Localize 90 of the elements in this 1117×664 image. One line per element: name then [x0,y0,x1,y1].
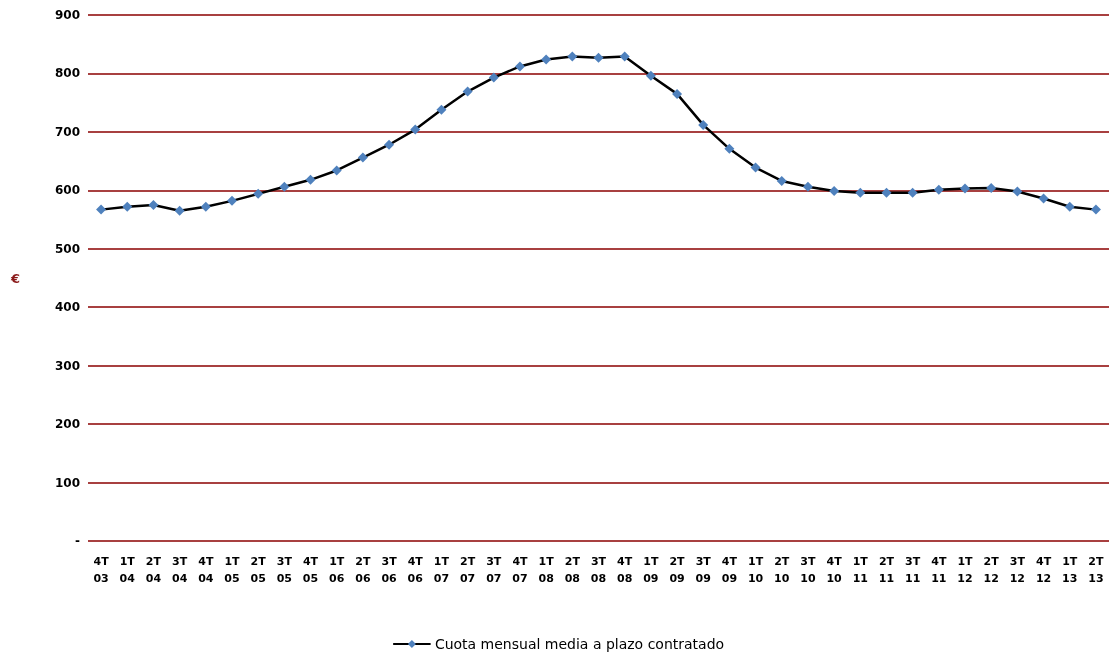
x-tick-label: 3T 08 [590,555,607,585]
x-tick-label: 2T 09 [669,555,686,585]
point [384,139,395,150]
legend-label: Cuota mensual media a plazo contratado [434,636,725,652]
x-tick-label: 4T 09 [721,555,738,585]
x-tick-label: 4T 11 [931,555,947,585]
x-tick-label: 4T 03 [93,555,110,585]
x-tick-label: 2T 12 [983,555,1000,585]
x-tick-label: 2T 07 [459,555,476,585]
point [488,72,499,83]
x-tick-label: 1T 08 [538,555,555,585]
x-tick-label: 2T 13 [1088,555,1104,585]
point [1012,186,1023,197]
x-tick-label: 3T 05 [276,555,293,585]
y-tick-label: 100 [54,475,80,490]
x-tick-label: 1T 09 [643,555,659,585]
y-tick-label: 300 [54,358,80,373]
y-tick-label: 900 [54,8,80,22]
point [96,204,107,215]
point [907,187,918,198]
point [305,174,316,185]
x-tick-label: 2T 05 [250,555,267,585]
y-tick-label: 400 [54,300,80,315]
point [462,86,473,97]
y-tick-label: 700 [54,124,80,139]
x-tick-label: 1T 10 [747,555,764,585]
point [802,181,813,192]
x-tick-label: 4T 08 [617,555,633,585]
point [541,54,552,65]
y-tick-label: 600 [54,183,80,198]
point [933,184,944,195]
point [253,188,264,199]
point [645,70,656,81]
x-tick-label: 1T 13 [1062,555,1078,585]
point [776,175,787,186]
x-tick-label: 1T 05 [224,555,241,585]
x-tick-label: 3T 10 [800,555,816,585]
x-tick-label: 1T 06 [329,555,345,585]
point [1090,204,1101,215]
y-tick-label: 800 [54,66,80,81]
x-tick-label: 1T 12 [957,555,974,585]
point [567,51,578,62]
point [331,165,342,176]
x-tick-label: 1T 04 [119,555,136,585]
x-tick-label: 4T 04 [198,555,214,585]
x-tick-label: 1T 07 [433,555,450,585]
point [829,185,840,196]
point [226,195,237,206]
point [410,124,421,135]
x-tick-label: 4T 06 [407,555,424,585]
x-tick-label: 2T 10 [774,555,790,585]
x-tick-label: 3T 04 [171,555,188,585]
point [279,181,290,192]
x-tick-label: 1T 11 [852,555,869,585]
point [357,152,368,163]
x-tick-label: 3T 09 [695,555,712,585]
y-axis-title: € [9,270,20,286]
y-tick-label: 200 [54,417,80,432]
point [672,88,683,99]
point [881,187,892,198]
point [724,143,735,154]
x-tick-label: 4T 07 [512,555,529,585]
point [514,61,525,72]
point [619,51,630,62]
x-tick-label: 4T 05 [302,555,319,585]
point [436,104,447,115]
point [593,52,604,63]
x-tick-label: 2T 06 [355,555,371,585]
y-tick-label: 500 [54,241,80,256]
point [122,201,133,212]
x-tick-label: 3T 07 [486,555,502,585]
point [200,201,211,212]
x-tick-label: 4T 12 [1035,555,1052,585]
point [960,183,971,194]
x-tick-label: 2T 08 [564,555,581,585]
point [698,119,709,130]
point [148,199,159,210]
point [986,183,997,193]
point [174,205,185,216]
point [1064,201,1075,212]
x-tick-label: 2T 04 [145,555,162,585]
point [750,162,761,173]
y-tick-label: - [75,534,81,548]
x-tick-label: 2T 11 [878,555,895,585]
x-tick-label: 3T 12 [1009,555,1026,585]
point [855,187,866,198]
x-tick-label: 4T 10 [826,555,843,585]
x-tick-label: 3T 06 [381,555,398,585]
point [1038,193,1049,204]
x-tick-label: 3T 11 [905,555,921,585]
